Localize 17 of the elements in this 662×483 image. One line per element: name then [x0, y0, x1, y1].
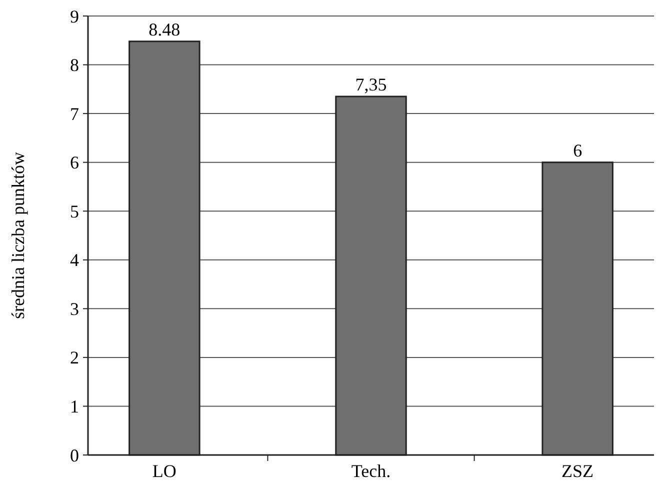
y-tick-label: 7: [70, 104, 79, 124]
x-tick-label: Tech.: [351, 461, 391, 481]
x-tick-label: LO: [152, 461, 176, 481]
y-tick-label: 0: [70, 445, 79, 466]
x-tick-label: ZSZ: [562, 461, 594, 481]
y-tick-label: 3: [70, 298, 79, 319]
data-label: 6: [573, 140, 582, 160]
y-tick-label: 9: [70, 6, 79, 26]
y-tick-label: 5: [70, 201, 79, 222]
y-tick-label: 4: [70, 250, 79, 270]
data-label: 7,35: [355, 74, 387, 94]
y-tick-label: 8: [70, 55, 79, 76]
y-axis-title: średnia liczba punktów: [8, 152, 28, 319]
y-tick-label: 2: [70, 348, 79, 368]
y-tick-label: 1: [70, 396, 79, 417]
y-tick-label: 6: [70, 152, 79, 173]
data-label: 8.48: [148, 19, 180, 40]
